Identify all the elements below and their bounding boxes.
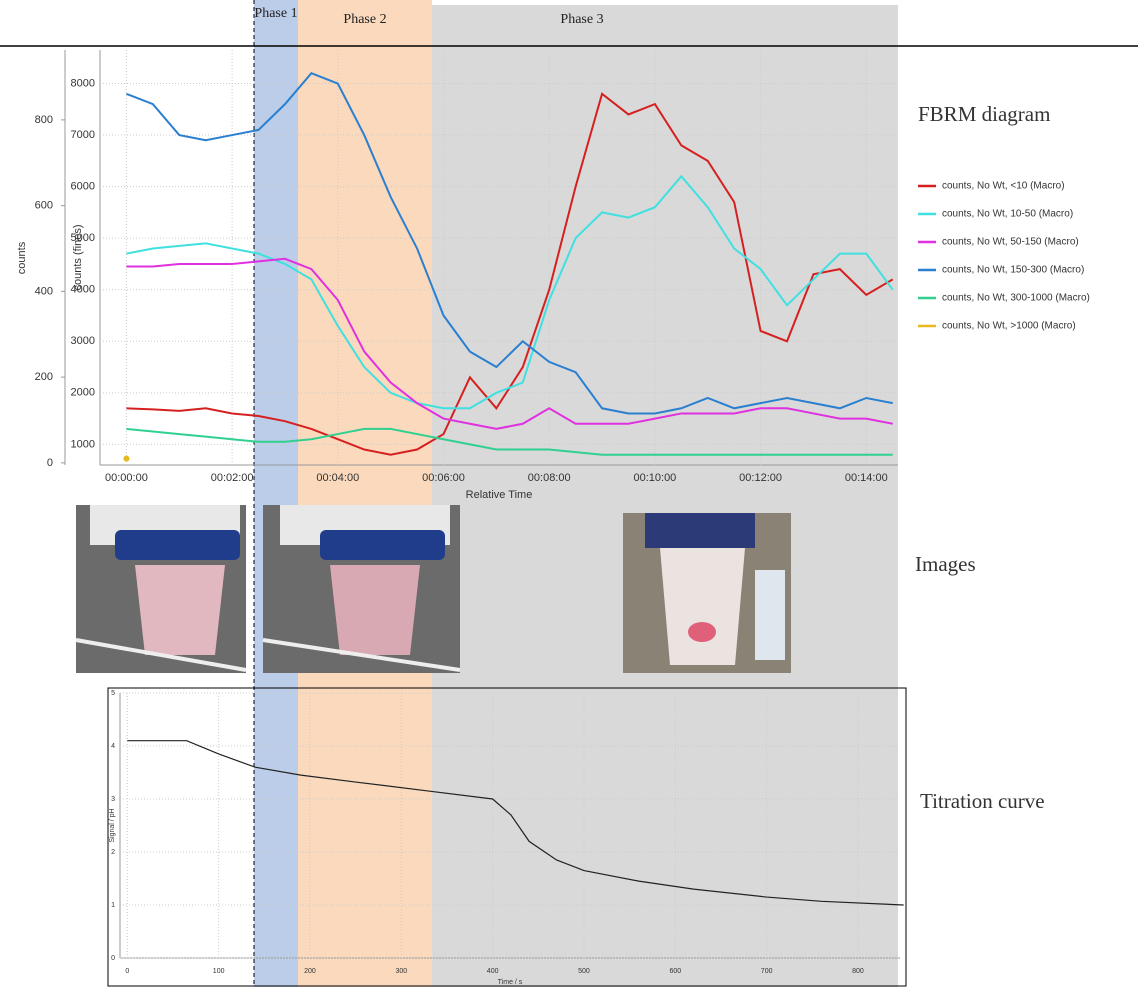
y-axis-label: counts (fines): [72, 224, 84, 290]
phase-label: Phase 3: [560, 12, 604, 27]
image-2: [262, 505, 461, 673]
series-line: [126, 72, 893, 415]
series-point: [123, 455, 130, 462]
legend-label: counts, No Wt, 50-150 (Macro): [942, 237, 1079, 248]
y2-tick-label: 600: [35, 200, 53, 212]
y-tick-label: 2000: [71, 387, 95, 399]
y-tick-label: 5: [111, 690, 115, 697]
y-tick-label: 1000: [71, 438, 95, 450]
y-tick-label: 0: [111, 955, 115, 962]
y-tick-label: 8000: [71, 77, 95, 89]
series-line: [126, 174, 894, 410]
y2-tick-label: 400: [35, 285, 53, 297]
legend-label: counts, No Wt, <10 (Macro): [942, 181, 1065, 192]
x-tick-label: 700: [761, 968, 773, 975]
x-tick-label: 300: [395, 968, 407, 975]
y-tick-label: 4000: [71, 284, 95, 296]
titration-frame: [107, 687, 907, 987]
y2-tick-label: 200: [35, 371, 53, 383]
image-3: [623, 513, 791, 673]
y-tick-label: 6000: [71, 181, 95, 193]
y-tick-label: 4: [111, 743, 115, 750]
x-tick-label: 500: [578, 968, 590, 975]
phase-label: Phase 2: [343, 12, 387, 27]
x-tick-label: 00:06:00: [422, 472, 465, 484]
y-tick-label: 3000: [71, 335, 95, 347]
phase-2-band: [298, 0, 432, 987]
y2-tick-label: 800: [35, 114, 53, 126]
series-line: [126, 427, 893, 456]
x-tick-label: 800: [852, 968, 864, 975]
y-tick-label: 2: [111, 849, 115, 856]
series-line: [126, 257, 893, 430]
y-tick-label: 1: [111, 902, 115, 909]
x-tick-label: 00:12:00: [739, 472, 782, 484]
x-tick-label: 00:04:00: [316, 472, 359, 484]
x-tick-label: 00:00:00: [105, 472, 148, 484]
image-1: [75, 505, 247, 673]
x-tick-label: 600: [669, 968, 681, 975]
chart-title: FBRM diagram: [918, 102, 1050, 126]
images-label: Images: [915, 552, 976, 576]
legend-label: counts, No Wt, 300-1000 (Macro): [942, 293, 1090, 304]
legend-label: counts, No Wt, 10-50 (Macro): [942, 209, 1073, 220]
chart-title: Titration curve: [920, 789, 1045, 813]
series-line: [127, 740, 904, 906]
y-tick-label: 7000: [71, 129, 95, 141]
y-tick-label: 3: [111, 796, 115, 803]
legend-label: counts, No Wt, >1000 (Macro): [942, 321, 1076, 332]
y-axis-label: Signal / pH: [109, 808, 116, 842]
x-tick-label: 400: [487, 968, 499, 975]
legend-label: counts, No Wt, 150-300 (Macro): [942, 265, 1084, 276]
x-axis-label: Time / s: [498, 979, 523, 986]
phase-1-band: [254, 0, 298, 987]
x-tick-label: 00:14:00: [845, 472, 888, 484]
x-tick-label: 0: [125, 968, 129, 975]
y2-tick-label: 0: [47, 457, 53, 469]
y-tick-label: 5000: [71, 232, 95, 244]
x-tick-label: 00:02:00: [211, 472, 254, 484]
x-tick-label: 00:08:00: [528, 472, 571, 484]
x-tick-label: 100: [213, 968, 225, 975]
phase-label: Phase 1: [254, 6, 298, 21]
phase-3-band: [432, 5, 898, 987]
y2-axis-label: counts: [16, 241, 28, 274]
x-tick-label: 00:10:00: [633, 472, 676, 484]
x-axis-label: Relative Time: [466, 489, 533, 501]
x-tick-label: 200: [304, 968, 316, 975]
